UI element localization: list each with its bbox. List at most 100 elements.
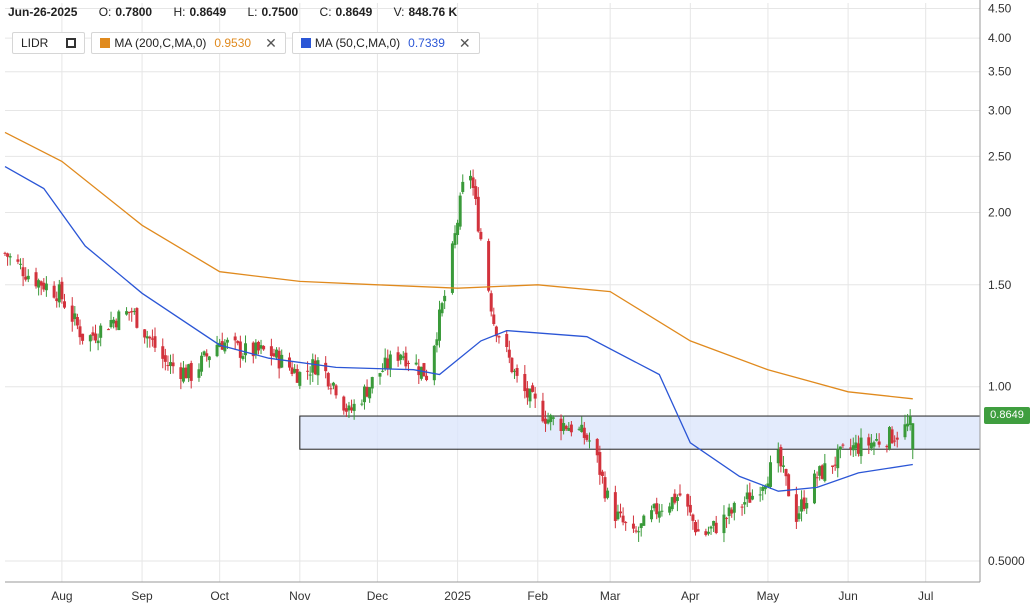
- candle-body-2024-08-14[interactable]: [94, 333, 98, 341]
- candle-body-2025-06-16[interactable]: [885, 445, 889, 448]
- candle-body-2024-07-15[interactable]: [16, 259, 20, 262]
- candle-body-2024-12-19[interactable]: [422, 363, 426, 377]
- candle-body-2025-05-23[interactable]: [823, 463, 827, 481]
- candle-body-2025-03-14[interactable]: [642, 515, 646, 526]
- candle-body-2024-08-23[interactable]: [117, 311, 121, 331]
- candle-body-2025-02-11[interactable]: [562, 423, 566, 431]
- candle-body-2025-01-02[interactable]: [458, 195, 462, 227]
- candle-body-2024-12-20[interactable]: [425, 375, 429, 381]
- candle-body-2024-09-05[interactable]: [150, 338, 154, 340]
- candle-body-2024-11-05[interactable]: [308, 374, 312, 376]
- candle-body-2025-03-21[interactable]: [660, 510, 664, 512]
- candle-body-2025-03-12[interactable]: [637, 531, 641, 533]
- candle-body-2025-02-24[interactable]: [595, 439, 599, 456]
- candle-body-2025-01-01[interactable]: [456, 222, 460, 236]
- candle-body-2025-01-31[interactable]: [533, 393, 537, 399]
- candle-body-2025-04-24[interactable]: [748, 492, 752, 503]
- candle-body-2025-04-02[interactable]: [691, 514, 695, 521]
- candle-body-2024-12-09[interactable]: [396, 352, 400, 361]
- candle-body-2025-03-19[interactable]: [655, 503, 659, 515]
- candle-body-2025-03-20[interactable]: [657, 511, 661, 518]
- candle-body-2024-07-30[interactable]: [55, 298, 59, 302]
- candle-body-2025-05-14[interactable]: [800, 499, 804, 512]
- candle-body-2024-10-22[interactable]: [272, 353, 276, 357]
- candle-body-2024-09-11[interactable]: [166, 365, 170, 367]
- candle-body-2024-08-22[interactable]: [114, 320, 118, 328]
- candle-body-2024-09-03[interactable]: [145, 336, 149, 339]
- candle-body-2024-12-02[interactable]: [378, 373, 382, 377]
- candle-body-2024-11-11[interactable]: [324, 362, 328, 372]
- candle-body-2025-05-02[interactable]: [769, 462, 773, 487]
- ma200-chip[interactable]: MA (200,C,MA,0) 0.9530 ✕: [91, 32, 286, 54]
- candle-body-2024-10-21[interactable]: [269, 346, 273, 356]
- candle-body-2025-04-25[interactable]: [750, 495, 754, 500]
- candle-body-2025-05-29[interactable]: [838, 446, 842, 450]
- candle-body-2024-10-31[interactable]: [295, 369, 299, 383]
- candle-body-2024-09-20[interactable]: [189, 363, 193, 381]
- candle-body-2024-12-13[interactable]: [406, 362, 410, 364]
- candle-body-2024-08-02[interactable]: [62, 301, 66, 308]
- candle-body-2024-09-16[interactable]: [179, 367, 183, 379]
- candle-body-2024-08-06[interactable]: [73, 313, 77, 320]
- candle-body-2025-01-23[interactable]: [512, 370, 516, 372]
- candle-body-2025-04-16[interactable]: [727, 507, 731, 517]
- candle-body-2025-03-17[interactable]: [650, 510, 654, 520]
- candle-body-2024-09-04[interactable]: [148, 336, 152, 339]
- candle-body-2024-08-16[interactable]: [99, 325, 103, 338]
- candle-body-2025-01-21[interactable]: [507, 349, 511, 358]
- candle-body-2024-09-23[interactable]: [197, 369, 201, 378]
- candle-body-2025-05-19[interactable]: [812, 473, 816, 504]
- candle-body-2025-05-21[interactable]: [818, 466, 822, 476]
- candle-body-2025-06-04[interactable]: [854, 442, 858, 449]
- candle-body-2024-11-22[interactable]: [352, 403, 356, 411]
- candle-body-2024-07-19[interactable]: [26, 275, 30, 280]
- candle-body-2024-09-17[interactable]: [181, 367, 185, 382]
- candle-body-2025-06-05[interactable]: [856, 443, 860, 454]
- candle-body-2025-06-03[interactable]: [851, 445, 855, 451]
- candle-body-2025-01-27[interactable]: [523, 373, 527, 392]
- candle-body-2025-02-20[interactable]: [585, 434, 589, 440]
- candle-body-2025-05-05[interactable]: [776, 449, 780, 464]
- candle-body-2025-05-01[interactable]: [766, 483, 770, 488]
- candle-body-2025-02-12[interactable]: [564, 425, 568, 430]
- candle-body-2024-08-08[interactable]: [78, 326, 82, 338]
- candle-body-2024-07-18[interactable]: [24, 276, 28, 280]
- candle-body-2024-07-11[interactable]: [6, 253, 10, 257]
- candle-body-2024-12-06[interactable]: [388, 354, 392, 369]
- candle-body-2025-05-13[interactable]: [797, 513, 801, 520]
- candle-body-2025-04-14[interactable]: [722, 514, 726, 534]
- candle-body-2024-10-15[interactable]: [254, 342, 258, 356]
- candle-body-2025-01-15[interactable]: [492, 314, 496, 325]
- candle-body-2025-06-17[interactable]: [887, 427, 891, 449]
- candle-body-2025-04-15[interactable]: [725, 517, 729, 519]
- candle-body-2025-05-26[interactable]: [831, 465, 835, 467]
- candle-body-2024-12-26[interactable]: [440, 303, 444, 314]
- candle-body-2025-04-17[interactable]: [730, 509, 734, 514]
- candle-body-2025-01-30[interactable]: [531, 385, 535, 392]
- candle-body-2024-11-08[interactable]: [316, 360, 320, 376]
- candle-body-2024-12-18[interactable]: [419, 366, 423, 379]
- candle-body-2025-01-22[interactable]: [510, 357, 514, 373]
- candle-body-2025-02-26[interactable]: [600, 471, 604, 476]
- candle-body-2024-07-31[interactable]: [57, 284, 61, 303]
- candle-body-2025-02-28[interactable]: [606, 490, 610, 498]
- candle-body-2024-10-28[interactable]: [287, 357, 291, 368]
- ma200-close-icon[interactable]: ✕: [265, 34, 277, 51]
- candle-body-2024-08-05[interactable]: [70, 305, 74, 322]
- candle-body-2025-06-02[interactable]: [849, 447, 853, 449]
- candle-body-2025-01-20[interactable]: [505, 334, 509, 347]
- candle-body-2025-06-18[interactable]: [890, 429, 894, 444]
- candle-body-2024-09-19[interactable]: [187, 364, 191, 379]
- candle-body-2025-05-20[interactable]: [815, 477, 819, 479]
- candle-body-2025-01-16[interactable]: [494, 326, 498, 337]
- candle-body-2025-02-19[interactable]: [582, 427, 586, 438]
- candle-body-2024-11-13[interactable]: [329, 388, 333, 390]
- candle-body-2024-11-07[interactable]: [313, 360, 317, 375]
- candle-body-2024-08-29[interactable]: [132, 310, 136, 312]
- candle-body-last[interactable]: [911, 423, 915, 450]
- candle-body-2025-04-28[interactable]: [758, 494, 762, 496]
- candle-body-2025-02-04[interactable]: [544, 418, 548, 424]
- candle-body-2025-01-29[interactable]: [528, 388, 532, 402]
- candle-body-2024-12-05[interactable]: [386, 358, 390, 369]
